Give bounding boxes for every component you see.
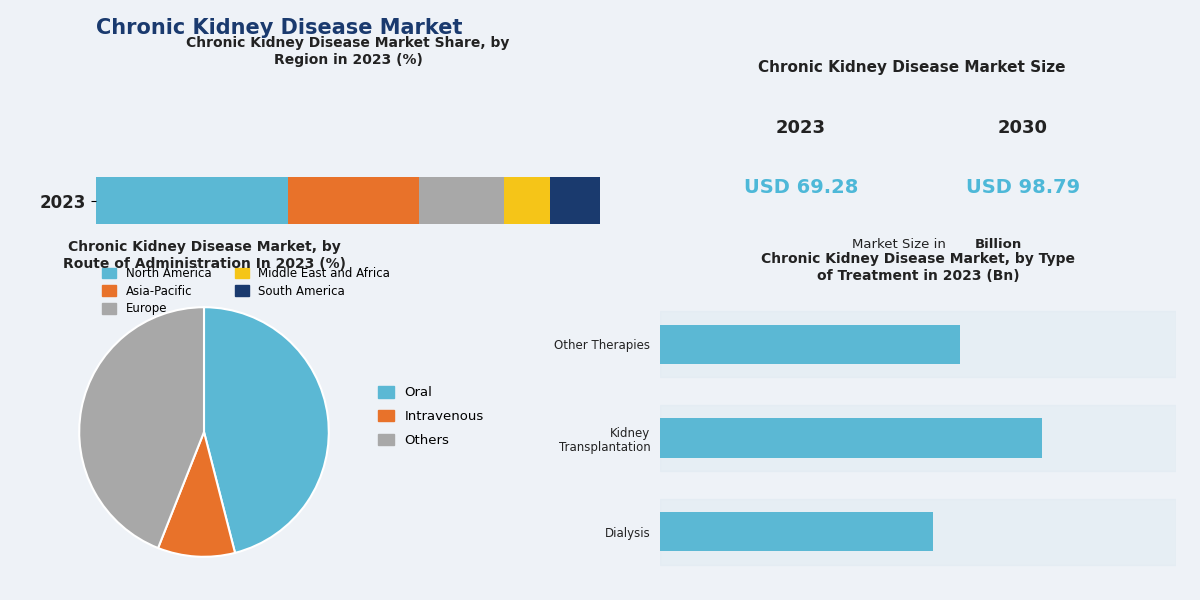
Text: Chronic Kidney Disease Market: Chronic Kidney Disease Market bbox=[96, 18, 462, 38]
Bar bbox=[660, 418, 1043, 458]
Text: USD 69.28: USD 69.28 bbox=[744, 178, 858, 197]
Text: Market Size in: Market Size in bbox=[852, 238, 949, 251]
Text: Billion: Billion bbox=[974, 238, 1022, 251]
Wedge shape bbox=[204, 307, 329, 553]
Bar bbox=[96, 177, 288, 224]
Text: 2030: 2030 bbox=[998, 119, 1048, 137]
Bar bbox=[419, 177, 504, 224]
Title: Chronic Kidney Disease Market, by Type
of Treatment in 2023 (Bn): Chronic Kidney Disease Market, by Type o… bbox=[761, 253, 1075, 283]
Legend: Oral, Intravenous, Others: Oral, Intravenous, Others bbox=[373, 380, 490, 452]
Bar bbox=[660, 325, 960, 364]
Wedge shape bbox=[79, 307, 204, 548]
Bar bbox=[660, 405, 1176, 471]
Text: 2023: 2023 bbox=[776, 119, 826, 137]
Bar bbox=[660, 499, 1176, 565]
Text: Chronic Kidney Disease Market Size: Chronic Kidney Disease Market Size bbox=[758, 60, 1066, 75]
Bar bbox=[288, 177, 419, 224]
Bar bbox=[660, 311, 1176, 377]
Title: Chronic Kidney Disease Market, by
Route of Administration In 2023 (%): Chronic Kidney Disease Market, by Route … bbox=[62, 241, 346, 271]
Legend: North America, Asia-Pacific, Europe, Middle East and Africa, South America: North America, Asia-Pacific, Europe, Mid… bbox=[102, 267, 390, 316]
Title: Chronic Kidney Disease Market Share, by
Region in 2023 (%): Chronic Kidney Disease Market Share, by … bbox=[186, 37, 510, 67]
Wedge shape bbox=[158, 432, 235, 557]
Bar bbox=[550, 177, 600, 224]
Bar bbox=[504, 177, 550, 224]
Text: USD 98.79: USD 98.79 bbox=[966, 178, 1080, 197]
Bar bbox=[660, 512, 934, 551]
